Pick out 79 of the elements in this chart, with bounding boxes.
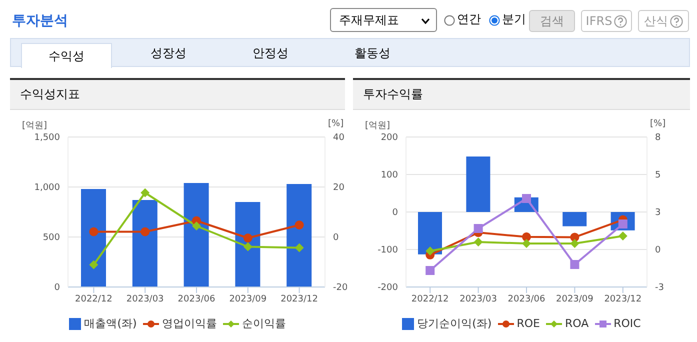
x-tick-label: 2023/12 — [280, 294, 318, 304]
text: 연간 — [457, 11, 481, 28]
y2-tick-label: 40 — [333, 133, 345, 144]
point — [294, 243, 304, 252]
x-tick-label: 2022/12 — [411, 294, 449, 304]
text: 안정성 — [252, 44, 290, 62]
point — [243, 234, 252, 242]
x-tick-label: 2023/12 — [604, 294, 642, 304]
point — [426, 246, 435, 256]
legend-label: 당기순이익(좌) — [417, 316, 492, 331]
y-axis-title: [억원] — [22, 120, 48, 132]
x-tick-label: 2023/03 — [126, 294, 164, 304]
text: IFRS — [581, 10, 632, 32]
bar — [466, 156, 490, 212]
point — [474, 224, 483, 233]
legend-label: ROA — [564, 317, 589, 330]
text: 분기 — [502, 11, 526, 28]
point — [243, 242, 252, 252]
y-axis-title: [억원] — [365, 120, 390, 132]
x-tick-label: 2023/06 — [508, 294, 546, 304]
point — [570, 239, 580, 248]
point — [570, 260, 580, 269]
y2-tick-label: -3 — [655, 283, 664, 294]
y-tick-label: 0 — [54, 283, 60, 294]
y-tick-label: 100 — [380, 170, 398, 181]
y2-tick-label: -20 — [333, 283, 348, 294]
bar — [132, 200, 158, 287]
legend-label: ROIC — [614, 317, 641, 330]
y2-tick-label: 8 — [655, 133, 661, 144]
text: 성장성 — [150, 44, 188, 62]
point — [192, 222, 201, 230]
text: 수익성 — [21, 43, 112, 68]
point — [618, 232, 628, 240]
point — [89, 260, 98, 270]
y-tick-label: 200 — [380, 133, 398, 144]
point — [522, 239, 531, 248]
y2-tick-label: 3 — [655, 208, 661, 218]
point — [89, 227, 98, 236]
point — [140, 188, 150, 198]
point — [474, 238, 483, 246]
legend-label: 매출액(좌) — [84, 316, 137, 331]
chart-title: 수익성지표 — [10, 80, 345, 110]
y2-tick-label: 5 — [655, 170, 661, 181]
y2-tick-label: 0 — [655, 246, 661, 256]
bar — [286, 184, 312, 287]
x-tick-label: 2023/09 — [229, 294, 267, 304]
x-tick-label: 2023/03 — [460, 294, 497, 304]
text: 주재무제표 — [330, 8, 437, 32]
y-tick-label: 1,000 — [34, 183, 60, 194]
point — [522, 194, 531, 203]
y2-tick-label: 0 — [333, 233, 339, 244]
x-tick-label: 2022/12 — [75, 294, 112, 304]
point — [294, 220, 304, 230]
bar — [562, 212, 587, 226]
chart-title: 투자수익률 — [353, 80, 690, 110]
legend-label: 순이익률 — [242, 316, 286, 331]
x-tick-label: 2023/06 — [178, 294, 216, 304]
point — [140, 227, 150, 236]
x-tick-label: 2023/09 — [556, 294, 594, 304]
bar — [81, 189, 106, 287]
y2-tick-label: 20 — [333, 183, 345, 194]
text: 검색 — [529, 10, 575, 32]
y-tick-label: -100 — [378, 246, 398, 256]
y2-axis-title: [%] — [650, 119, 666, 129]
legend-label: 영업이익률 — [162, 316, 217, 331]
point — [522, 232, 531, 242]
y-tick-label: 1,500 — [34, 133, 60, 144]
y2-axis-title: [%] — [328, 119, 344, 129]
text: 활동성 — [354, 44, 392, 62]
bar — [184, 183, 209, 287]
bar — [418, 212, 442, 254]
text: 산식 — [638, 10, 689, 32]
y-tick-label: 0 — [392, 208, 398, 218]
text: 투자분석 — [12, 12, 68, 30]
y-tick-label: -200 — [378, 283, 398, 294]
point — [426, 266, 435, 275]
y-tick-label: 500 — [42, 233, 60, 244]
legend-label: ROE — [516, 317, 540, 330]
bar — [235, 202, 260, 287]
